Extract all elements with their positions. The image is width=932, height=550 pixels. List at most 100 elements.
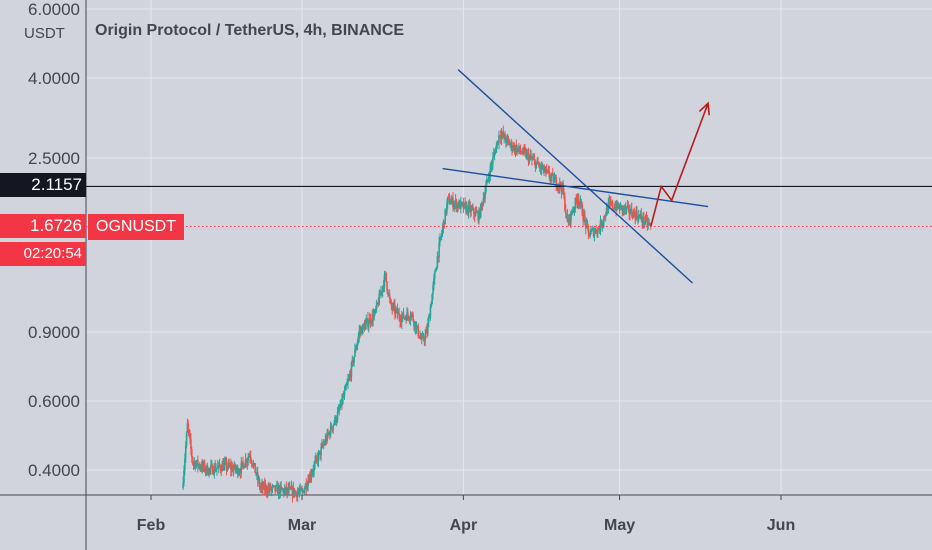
candle-body: [328, 432, 330, 435]
candle-body: [485, 184, 487, 192]
candle-body: [235, 468, 237, 470]
candle-body: [357, 335, 360, 342]
candle-body: [341, 399, 343, 404]
candle-body: [550, 176, 552, 179]
candle-body: [545, 168, 548, 171]
candle-body: [601, 223, 604, 227]
candle-body: [282, 489, 285, 494]
candle-body: [458, 201, 460, 208]
candle-body: [206, 465, 209, 474]
candle-body: [295, 492, 298, 497]
candle-body: [350, 362, 353, 377]
candle-body: [641, 219, 643, 223]
candle-body: [585, 222, 588, 228]
candle-body: [240, 463, 243, 474]
candle-body: [626, 205, 629, 208]
candle-body: [457, 203, 459, 208]
candle-body: [500, 134, 503, 139]
candle-body: [501, 132, 504, 135]
candle-body: [643, 215, 645, 224]
candle-body: [249, 456, 252, 461]
price-tick-label: 2.5000: [28, 149, 80, 168]
candle-body: [576, 200, 578, 203]
candle-body: [358, 330, 361, 336]
candle-body: [604, 215, 607, 217]
candle-body: [386, 281, 388, 291]
candle-body: [524, 149, 526, 151]
trendline[interactable]: [442, 167, 709, 208]
candle-body: [509, 144, 512, 146]
candle-body: [394, 304, 396, 314]
candle-body: [407, 315, 410, 319]
candle-body: [561, 182, 564, 192]
candle-body: [571, 211, 574, 213]
candle-body: [437, 255, 440, 258]
candle-body: [243, 463, 245, 469]
candle-body: [197, 459, 199, 467]
candle-body: [508, 141, 511, 146]
candle-body: [381, 291, 383, 293]
candle-body: [342, 395, 345, 397]
candle-body: [510, 142, 512, 145]
candle-body: [634, 213, 637, 219]
candle-body: [578, 198, 580, 204]
candle-body: [530, 155, 532, 159]
candle-body: [544, 171, 546, 173]
candle-body: [398, 312, 400, 318]
candle-body: [223, 462, 226, 464]
candle-body: [212, 473, 215, 475]
candle-body: [411, 313, 413, 315]
candle-body: [427, 323, 429, 334]
candle-body: [234, 464, 236, 470]
trendline[interactable]: [457, 69, 693, 284]
candle-body: [646, 218, 649, 226]
candle-body: [198, 464, 201, 468]
candle-body: [496, 140, 499, 146]
candle-body: [238, 472, 241, 474]
candle-body: [298, 491, 301, 493]
candle-body: [221, 464, 223, 472]
candle-body: [301, 489, 303, 491]
projection-path[interactable]: [650, 102, 709, 227]
candle-body: [631, 215, 634, 218]
candle-body: [286, 488, 289, 492]
candle-body: [552, 174, 555, 183]
candle-body: [230, 466, 233, 470]
candle-body: [486, 179, 489, 181]
candle-body: [531, 158, 533, 160]
candle-body: [253, 463, 256, 465]
candle-body: [299, 487, 302, 492]
candle-body: [536, 160, 538, 163]
candle-body: [271, 486, 274, 489]
candle-body: [532, 158, 534, 160]
candle-body: [309, 474, 312, 478]
candle-body: [617, 202, 619, 208]
candle-body: [245, 459, 248, 464]
candle-body: [250, 460, 253, 464]
candle-body: [361, 328, 363, 334]
candle-body: [425, 330, 427, 334]
candle-body: [207, 473, 210, 475]
candle-body: [307, 480, 309, 487]
candle-body: [194, 462, 197, 468]
candle-body: [460, 201, 463, 203]
candle-body: [638, 215, 641, 217]
candle-body: [300, 487, 302, 490]
candle-body: [315, 457, 318, 459]
candle-body: [473, 213, 476, 217]
candle-body: [541, 167, 544, 170]
candle-body: [281, 487, 283, 490]
candle-body: [572, 209, 575, 212]
candle-body: [383, 275, 386, 288]
candle-body: [274, 485, 276, 491]
candle-body: [397, 312, 400, 315]
candle-body: [512, 145, 515, 149]
candle-body: [344, 386, 347, 391]
candle-body: [532, 158, 535, 160]
candle-body: [302, 490, 305, 493]
candle-body: [322, 444, 325, 446]
candle-body: [336, 412, 339, 420]
candle-body: [580, 201, 583, 205]
